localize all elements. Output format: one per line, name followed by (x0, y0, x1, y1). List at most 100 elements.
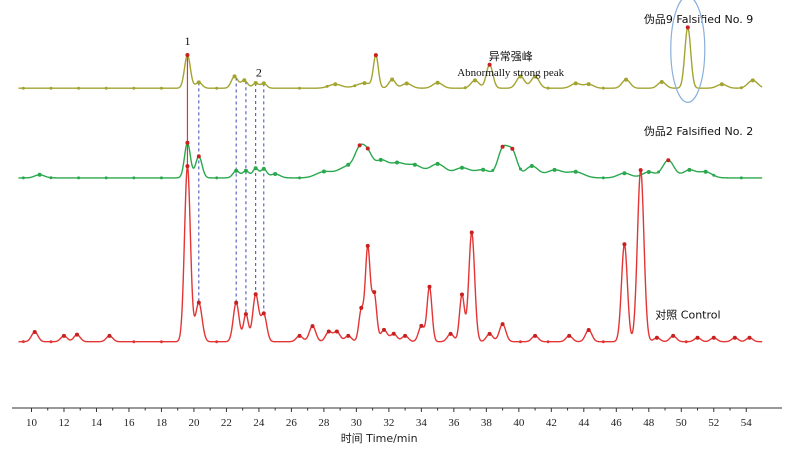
x-tick-label: 50 (676, 417, 688, 429)
peak-marker (373, 53, 378, 58)
peak-marker (242, 78, 247, 83)
peak-marker (196, 154, 201, 159)
peak-marker (695, 335, 700, 340)
series-label-1: 伪品2 Falsified No. 2 (644, 125, 753, 138)
peak-marker (253, 166, 258, 171)
baseline-marker (77, 86, 81, 90)
x-tick-label: 34 (416, 417, 428, 429)
peak-marker (365, 243, 370, 248)
peak-marker (310, 324, 315, 329)
x-tick-label: 16 (123, 417, 135, 429)
peak-marker (459, 165, 464, 170)
peak-marker (487, 331, 492, 336)
peak-marker (469, 230, 474, 235)
peak-marker (666, 158, 671, 163)
peak-marker (448, 331, 453, 336)
marker-layer (21, 25, 755, 344)
peak-marker (659, 79, 664, 84)
peak-marker (487, 62, 492, 67)
peak-marker (622, 242, 627, 247)
peak-number-label: 1 (184, 34, 190, 48)
peak-marker (365, 146, 370, 151)
peak-marker (586, 328, 591, 332)
peak-marker (357, 143, 362, 148)
x-tick-label: 54 (741, 417, 753, 429)
peak-marker (533, 333, 538, 338)
x-tick-label: 18 (156, 417, 168, 429)
baseline-marker (21, 176, 25, 180)
peak-marker (687, 167, 692, 172)
peak-marker (253, 292, 258, 297)
series-label-2: 对照 Control (655, 307, 720, 321)
baseline-marker (132, 176, 136, 180)
peak-marker (74, 332, 79, 337)
baseline-marker (739, 86, 743, 90)
baseline-marker (518, 340, 522, 344)
peak-marker (646, 170, 651, 174)
x-tick-label: 38 (481, 417, 493, 429)
baseline-marker (215, 86, 219, 90)
baseline-marker (132, 340, 136, 344)
peak-marker (403, 333, 408, 338)
x-tick-label: 26 (286, 417, 298, 429)
peak-marker (346, 162, 351, 167)
baseline-marker (712, 173, 716, 177)
baseline-marker (104, 176, 108, 180)
peak-marker (427, 284, 432, 289)
baseline-marker (518, 167, 522, 171)
peak-marker (533, 74, 538, 79)
baseline-marker (159, 340, 163, 344)
peak-marker (703, 169, 708, 174)
baseline-marker (21, 340, 25, 344)
peak-marker (552, 167, 557, 172)
peak-marker (459, 292, 464, 297)
peak-marker (234, 300, 239, 305)
peak-marker (185, 164, 190, 169)
x-axis: 10 12 14 16 18 20 22 24 26 28 30 32 34 36 38 40 42 44 46 48… (12, 407, 782, 429)
peak-marker (622, 171, 627, 176)
peak-marker (435, 161, 440, 166)
label-layer: 伪品9 Falsified No. 9 伪品2 Falsified No. 2 对照… (184, 0, 753, 321)
baseline-marker (215, 176, 219, 180)
peak-marker (510, 146, 515, 151)
baseline-marker (21, 86, 25, 90)
peak-marker (261, 81, 266, 86)
series-label-0: 伪品9 Falsified No. 9 (644, 13, 753, 26)
peak-marker (261, 166, 266, 171)
peak-marker (412, 162, 417, 167)
peak-marker (243, 312, 248, 317)
peak-marker (297, 333, 302, 338)
peak-marker (107, 333, 112, 338)
annotation-cn: 异常强峰 (489, 50, 533, 63)
peak-marker (273, 172, 278, 176)
peak-marker (671, 333, 676, 338)
peak-marker (472, 78, 477, 83)
peak-marker (719, 82, 724, 87)
peak-marker (435, 80, 440, 85)
peak-marker (37, 172, 42, 177)
x-tick-label: 52 (708, 417, 719, 429)
peak-marker (573, 169, 578, 174)
peak-marker (395, 160, 399, 165)
peak-marker (711, 335, 716, 340)
series-layer (18, 26, 763, 343)
peak-marker (362, 81, 367, 86)
peak-marker (346, 333, 351, 338)
peak-marker (654, 335, 659, 340)
baseline-marker (298, 176, 302, 180)
peak-marker (638, 168, 643, 173)
peak-link-lines (186, 55, 265, 315)
peak-marker (261, 311, 266, 316)
x-tick-label: 48 (643, 417, 655, 429)
peak-marker (185, 53, 190, 58)
annotation-en: Abnormally strong peak (457, 67, 564, 79)
baseline-marker (657, 170, 661, 174)
baseline-marker (49, 176, 53, 180)
x-tick-label: 22 (221, 417, 232, 429)
x-tick-label: 24 (253, 417, 265, 429)
peak-marker (404, 81, 409, 86)
baseline-marker (104, 86, 108, 90)
peak-marker (529, 164, 534, 169)
x-tick-label: 12 (58, 417, 69, 429)
